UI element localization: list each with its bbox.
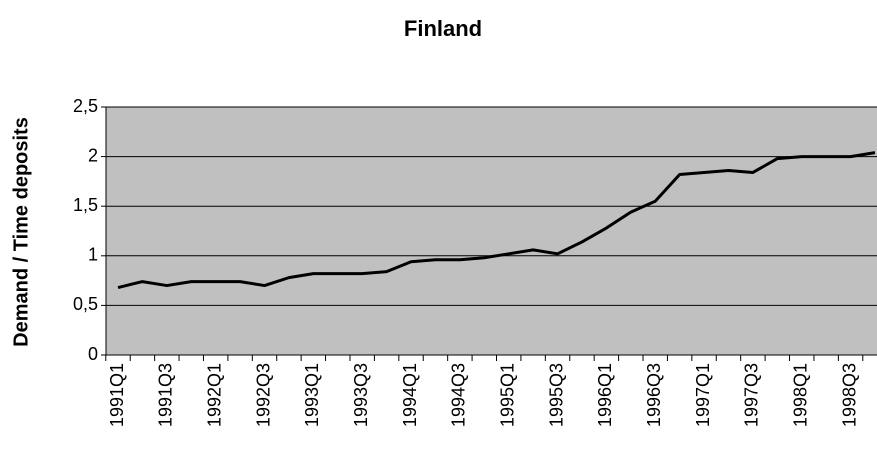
x-tick-label: 1993Q3	[351, 363, 371, 427]
x-tick-label: 1997Q1	[693, 363, 713, 427]
y-tick-label: 2	[88, 145, 98, 165]
x-tick-label: 1996Q1	[595, 363, 615, 427]
x-tick-label: 1998Q1	[790, 363, 810, 427]
x-tick-label: 1997Q3	[742, 363, 762, 427]
x-tick-label: 1993Q1	[302, 363, 322, 427]
line	[117, 151, 876, 290]
y-tick-label: 0	[88, 344, 98, 364]
y-tick-label: 1,5	[73, 195, 98, 215]
x-tick-label: 1995Q1	[497, 363, 517, 427]
x-tick-label: 1992Q1	[204, 363, 224, 427]
x-tick-label: 1992Q3	[253, 363, 273, 427]
y-tick-label: 2,5	[73, 96, 98, 116]
x-tick-label: 1994Q1	[400, 363, 420, 427]
y-tick-label: 0,5	[73, 294, 98, 314]
y-axis-label: Demand / Time deposits	[10, 117, 32, 347]
x-tick-label: 1991Q3	[156, 363, 176, 427]
x-tick-label: 1991Q1	[107, 363, 127, 427]
y-tick-label: 1	[88, 245, 98, 265]
plot-area	[105, 106, 877, 356]
x-tick-label: 1996Q3	[644, 363, 664, 427]
x-tick-label: 1998Q3	[839, 363, 859, 427]
x-tick-label: 1994Q3	[449, 363, 469, 427]
x-tick-label: 1995Q3	[546, 363, 566, 427]
chart-title: Finland	[404, 16, 482, 41]
